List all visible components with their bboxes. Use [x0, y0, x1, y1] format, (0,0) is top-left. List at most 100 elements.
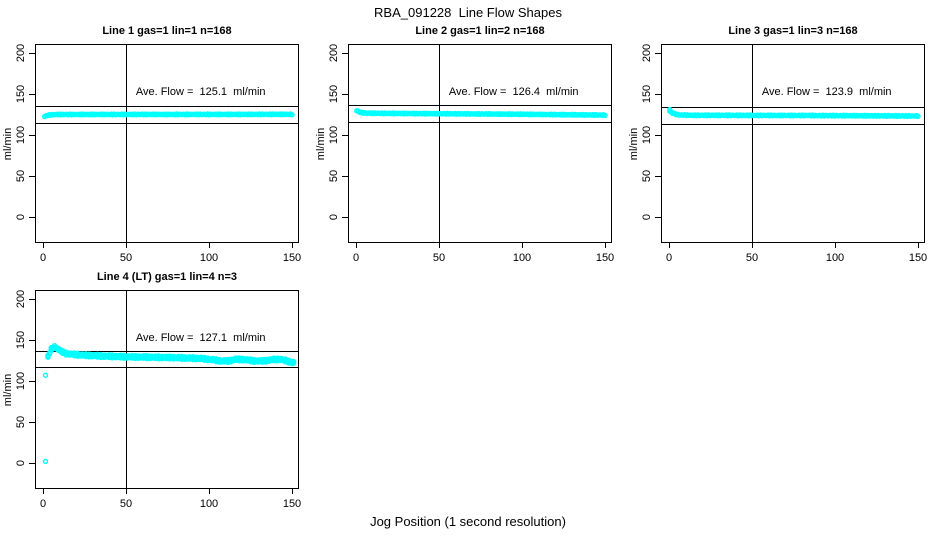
y-tick-label: 150 [328, 84, 340, 104]
flow-limit-line [36, 350, 298, 352]
x-tick-label: 100 [825, 252, 845, 264]
scatter-points-layer [41, 111, 295, 120]
x-tick-mark [209, 242, 210, 248]
y-tick-label: 0 [328, 213, 340, 221]
y-tick-mark [29, 217, 35, 218]
x-tick-mark [605, 242, 606, 248]
x-tick-label: 100 [512, 252, 532, 264]
panel-title: Line 2 gas=1 lin=2 n=168 [415, 25, 545, 37]
plot-panel-line-3: Line 3 gas=1 lin=3 n=168 0 50 100 150 200 ml/m… [628, 25, 927, 264]
y-tick-mark [655, 217, 661, 218]
y-tick-label: 150 [641, 84, 653, 104]
y-tick-label: 0 [15, 213, 27, 221]
x-tick-label: 0 [665, 252, 673, 264]
x-tick-mark [209, 488, 210, 494]
y-tick-mark [29, 463, 35, 464]
y-tick-label: 100 [15, 371, 27, 391]
scatter-points-layer [667, 106, 921, 120]
x-tick-mark [126, 242, 127, 248]
y-axis-label: ml/min [2, 373, 14, 406]
y-tick-mark [655, 94, 661, 95]
plot-panel-line-4: Line 4 (LT) gas=1 lin=4 n=3 0 50 100 150 200 m… [2, 271, 301, 510]
x-tick-label: 100 [199, 252, 219, 264]
y-tick-label: 100 [328, 125, 340, 145]
x-tick-label: 50 [432, 252, 446, 264]
y-axis-label: ml/min [315, 127, 327, 160]
x-tick-mark [669, 242, 670, 248]
scatter-points-layer [42, 342, 297, 465]
x-tick-mark [522, 242, 523, 248]
x-tick-mark [918, 242, 919, 248]
flow-limit-line [662, 123, 924, 125]
x-tick-mark [43, 488, 44, 494]
x-tick-mark [292, 488, 293, 494]
x-tick-label: 150 [282, 252, 302, 264]
y-tick-label: 50 [641, 169, 653, 183]
x-tick-label: 100 [199, 498, 219, 510]
y-tick-mark [29, 176, 35, 177]
y-axis-label: ml/min [628, 127, 640, 160]
x-tick-mark [43, 242, 44, 248]
x-tick-label: 0 [39, 498, 47, 510]
x-tick-mark [752, 242, 753, 248]
flow-limit-line [349, 105, 611, 107]
ave-flow-annotation: Ave. Flow = 126.4 ml/min [448, 86, 579, 99]
y-tick-label: 50 [15, 415, 27, 429]
y-axis-label: ml/min [2, 127, 14, 160]
y-tick-mark [29, 340, 35, 341]
y-tick-mark [342, 53, 348, 54]
y-tick-label: 150 [15, 84, 27, 104]
vertical-reference-line [126, 291, 127, 488]
y-tick-mark [342, 94, 348, 95]
y-tick-mark [29, 135, 35, 136]
x-tick-label: 0 [39, 252, 47, 264]
y-tick-mark [29, 381, 35, 382]
x-tick-label: 50 [119, 498, 133, 510]
y-tick-label: 100 [641, 125, 653, 145]
figure-title: RBA_091228 Line Flow Shapes [374, 5, 562, 20]
y-tick-label: 200 [641, 43, 653, 63]
x-tick-label: 50 [119, 252, 133, 264]
y-tick-label: 0 [641, 213, 653, 221]
x-tick-mark [835, 242, 836, 248]
x-tick-mark [126, 488, 127, 494]
y-tick-mark [29, 94, 35, 95]
y-tick-mark [342, 135, 348, 136]
y-tick-label: 200 [15, 289, 27, 309]
y-tick-label: 0 [15, 459, 27, 467]
x-tick-label: 150 [595, 252, 615, 264]
flow-limit-line [36, 366, 298, 368]
y-tick-label: 200 [15, 43, 27, 63]
scatter-points-layer [354, 108, 608, 119]
y-tick-label: 150 [15, 330, 27, 350]
panel-title: Line 1 gas=1 lin=1 n=168 [102, 25, 232, 37]
x-tick-label: 0 [352, 252, 360, 264]
y-tick-label: 50 [15, 169, 27, 183]
ave-flow-annotation: Ave. Flow = 125.1 ml/min [135, 86, 266, 99]
vertical-reference-line [752, 45, 753, 242]
y-tick-label: 200 [328, 43, 340, 63]
y-tick-label: 50 [328, 169, 340, 183]
y-tick-mark [655, 176, 661, 177]
x-axis-label: Jog Position (1 second resolution) [370, 514, 566, 529]
y-tick-mark [29, 299, 35, 300]
flow-limit-line [662, 107, 924, 109]
y-tick-mark [29, 53, 35, 54]
x-tick-mark [439, 242, 440, 248]
y-tick-mark [342, 217, 348, 218]
x-tick-mark [356, 242, 357, 248]
x-tick-label: 50 [745, 252, 759, 264]
y-tick-mark [29, 422, 35, 423]
flow-limit-line [36, 106, 298, 108]
vertical-reference-line [439, 45, 440, 242]
panel-title: Line 3 gas=1 lin=3 n=168 [728, 25, 858, 37]
flow-limit-line [36, 122, 298, 124]
x-tick-label: 150 [282, 498, 302, 510]
y-tick-mark [342, 176, 348, 177]
x-tick-mark [292, 242, 293, 248]
y-tick-label: 100 [15, 125, 27, 145]
x-tick-label: 150 [908, 252, 928, 264]
plot-panel-line-2: Line 2 gas=1 lin=2 n=168 0 50 100 150 200 ml/m… [315, 25, 614, 264]
flow-limit-line [349, 121, 611, 123]
y-tick-mark [655, 135, 661, 136]
